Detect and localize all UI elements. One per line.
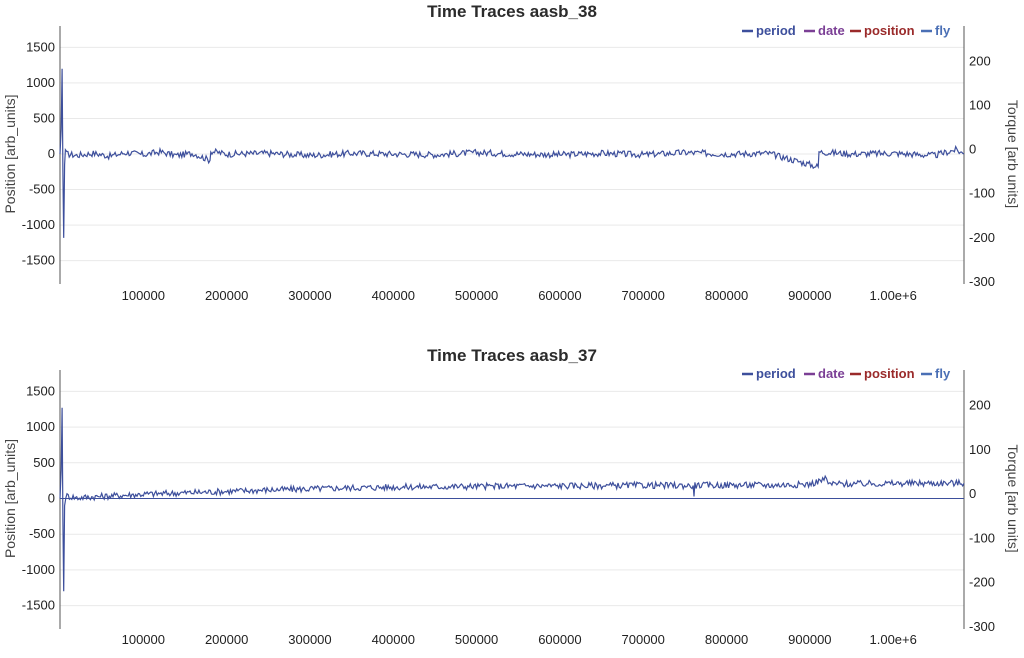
x-tick-label: 900000 — [788, 632, 831, 647]
y2-tick-label: 0 — [969, 142, 976, 157]
y-axis-label: Position [arb_units] — [2, 94, 18, 213]
y2-tick-label: -100 — [969, 186, 995, 201]
y2-tick-label: 100 — [969, 97, 991, 112]
y2-tick-label: 100 — [969, 442, 991, 457]
y-tick-label: 500 — [33, 110, 55, 125]
y2-axis-label: Torque [arb units] — [1005, 444, 1021, 552]
x-tick-label: 300000 — [288, 632, 331, 647]
y-tick-label: 1000 — [26, 419, 55, 434]
series-line-period — [59, 68, 965, 238]
x-tick-label: 800000 — [705, 288, 748, 303]
x-tick-label: 1.00e+6 — [870, 632, 917, 647]
legend-label-period: period — [756, 23, 796, 38]
x-tick-label: 200000 — [205, 632, 248, 647]
x-tick-label: 100000 — [122, 288, 165, 303]
legend-label-fly: fly — [935, 366, 951, 381]
x-tick-label: 900000 — [788, 288, 831, 303]
x-tick-label: 100000 — [122, 632, 165, 647]
y-tick-label: -1500 — [22, 598, 55, 613]
y2-tick-label: 200 — [969, 53, 991, 68]
y2-tick-label: -300 — [969, 274, 995, 289]
y-tick-label: 500 — [33, 455, 55, 470]
y-tick-label: -1000 — [22, 217, 55, 232]
x-tick-label: 600000 — [538, 288, 581, 303]
y2-tick-label: 0 — [969, 486, 976, 501]
y-tick-label: 1500 — [26, 383, 55, 398]
legend-label-position: position — [864, 23, 915, 38]
chart-panel-top: Time Traces aasb_38 1500 1000 500 0 -500 -1000… — [0, 0, 1024, 318]
x-tick-label: 600000 — [538, 632, 581, 647]
y-tick-label: -500 — [29, 182, 55, 197]
legend-label-date: date — [818, 23, 845, 38]
y2-tick-label: -200 — [969, 230, 995, 245]
x-tick-label: 200000 — [205, 288, 248, 303]
y-axis-label: Position [arb_units] — [2, 439, 18, 558]
x-tick-label: 500000 — [455, 632, 498, 647]
y-tick-label: 0 — [48, 146, 55, 161]
time-traces-chart-aasb-38: Time Traces aasb_38150010005000-500-1000… — [2, 2, 1021, 303]
y2-tick-label: 200 — [969, 397, 991, 412]
time-traces-chart-aasb-37: Time Traces aasb_37150010005000-500-1000… — [2, 346, 1021, 647]
x-tick-label: 500000 — [455, 288, 498, 303]
chart-title: Time Traces aasb_38 — [427, 2, 597, 21]
y2-tick-label: -200 — [969, 575, 995, 590]
x-tick-label: 400000 — [372, 632, 415, 647]
legend-label-fly: fly — [935, 23, 951, 38]
y-tick-label: 0 — [48, 491, 55, 506]
legend-label-date: date — [818, 366, 845, 381]
y2-axis-label: Torque [arb units] — [1005, 100, 1021, 208]
y2-tick-label: -100 — [969, 530, 995, 545]
x-tick-label: 400000 — [372, 288, 415, 303]
x-tick-label: 1.00e+6 — [870, 288, 917, 303]
y-tick-label: -1500 — [22, 253, 55, 268]
legend-label-position: position — [864, 366, 915, 381]
chart-title: Time Traces aasb_37 — [427, 346, 597, 365]
y2-tick-label: -300 — [969, 619, 995, 634]
legend-label-period: period — [756, 366, 796, 381]
chart-panel-bottom: Time Traces aasb_37 1500 1000 500 0 -500 -1000… — [0, 330, 1024, 653]
x-tick-label: 800000 — [705, 632, 748, 647]
y-tick-label: 1000 — [26, 75, 55, 90]
y-tick-label: -1000 — [22, 562, 55, 577]
y-tick-label: 1500 — [26, 39, 55, 54]
x-tick-label: 700000 — [622, 632, 665, 647]
series-line-period — [59, 407, 965, 592]
x-tick-label: 700000 — [622, 288, 665, 303]
x-tick-label: 300000 — [288, 288, 331, 303]
y-tick-label: -500 — [29, 526, 55, 541]
